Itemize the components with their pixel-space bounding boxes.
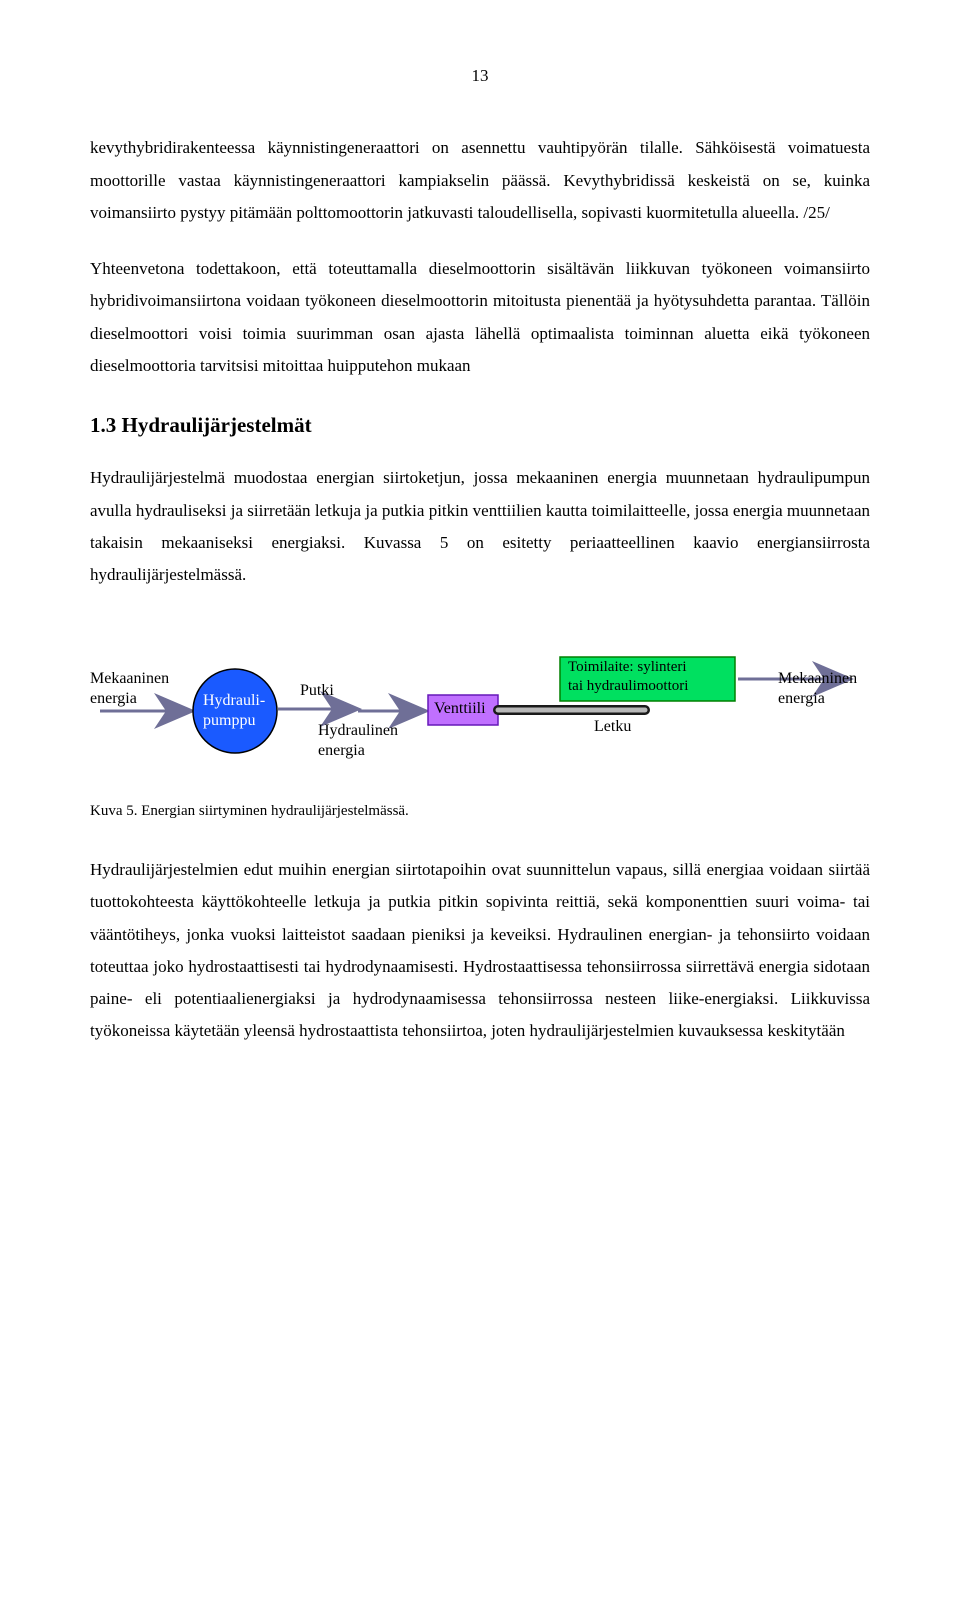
paragraph-2: Yhteenvetona todettakoon, että toteuttam… xyxy=(90,253,870,382)
figure-caption: Kuva 5. Energian siirtyminen hydraulijär… xyxy=(90,797,870,826)
label-mech-in: Mekaaninen energia xyxy=(90,669,169,709)
label-pump: Hydrauli- pumppu xyxy=(203,691,265,731)
label-actuator: Toimilaite: sylinteri tai hydraulimootto… xyxy=(568,658,688,696)
paragraph-1: kevythybridirakenteessa käynnistingenera… xyxy=(90,132,870,229)
page-number: 13 xyxy=(90,60,870,92)
label-hyd-energy: Hydraulinen energia xyxy=(318,721,398,761)
figure-5-diagram: Mekaaninen energia Hydrauli- pumppu Putk… xyxy=(90,621,870,791)
paragraph-4: Hydraulijärjestelmien edut muihin energi… xyxy=(90,854,870,1048)
section-heading: 1.3 Hydraulijärjestelmät xyxy=(90,406,870,446)
label-putki: Putki xyxy=(300,681,334,701)
label-mech-out: Mekaaninen energia xyxy=(778,669,857,709)
paragraph-3: Hydraulijärjestelmä muodostaa energian s… xyxy=(90,462,870,591)
label-letku: Letku xyxy=(594,717,631,737)
label-valve: Venttiili xyxy=(434,699,486,719)
